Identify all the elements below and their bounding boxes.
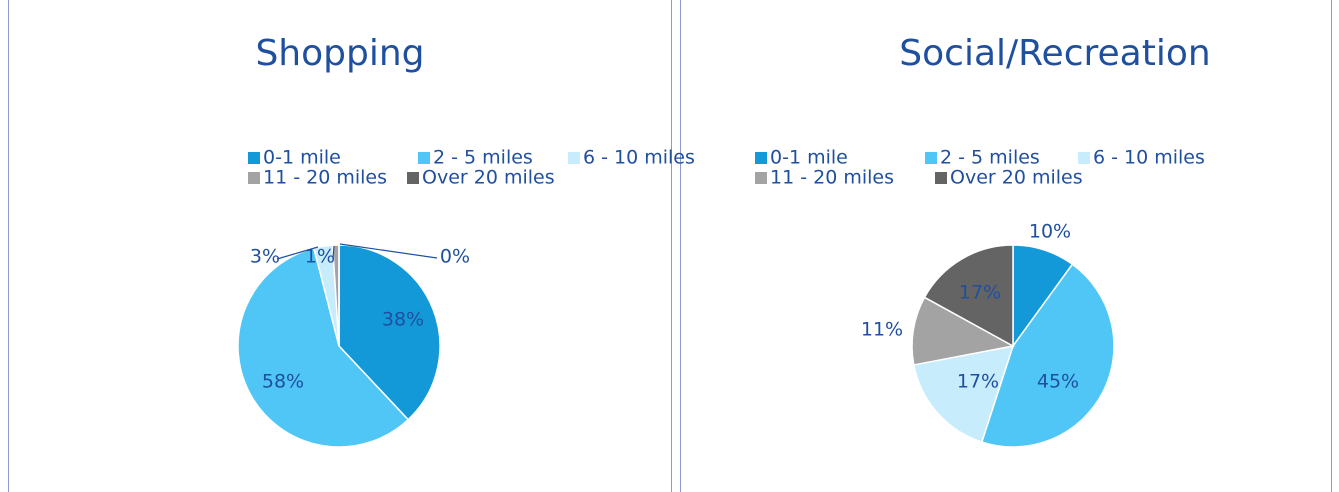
- legend-label: 11 - 20 miles: [770, 167, 894, 189]
- data-label: 17%: [957, 371, 999, 393]
- legend-swatch: [568, 152, 580, 164]
- chart-title: Shopping: [255, 33, 424, 74]
- legend-label: 6 - 10 miles: [1093, 147, 1205, 169]
- pie-slice: [923, 244, 1014, 348]
- data-label: 58%: [262, 371, 304, 393]
- pie-slice: [911, 296, 1016, 366]
- data-label: 0%: [440, 246, 470, 268]
- data-label: 38%: [382, 309, 424, 331]
- pie-slice: [338, 244, 441, 421]
- legend-swatch: [925, 152, 937, 164]
- legend-label: 0-1 mile: [263, 147, 341, 169]
- data-label: 1%: [305, 246, 335, 268]
- pie-slice: [912, 345, 1015, 444]
- legend-label: Over 20 miles: [422, 167, 555, 189]
- legend-swatch: [755, 172, 767, 184]
- legend-swatch: [248, 172, 260, 184]
- data-label: 45%: [1037, 371, 1079, 393]
- legend-label: 11 - 20 miles: [263, 167, 387, 189]
- legend-label: 2 - 5 miles: [433, 147, 533, 169]
- leader-line: [339, 243, 438, 259]
- legend-swatch: [248, 152, 260, 164]
- legend-swatch: [935, 172, 947, 184]
- data-label: 3%: [250, 246, 280, 268]
- legend-label: Over 20 miles: [950, 167, 1083, 189]
- legend-swatch: [418, 152, 430, 164]
- legend-label: 0-1 mile: [770, 147, 848, 169]
- legend-swatch: [407, 172, 419, 184]
- pie-slice: [980, 263, 1115, 448]
- panel: [680, 0, 1332, 492]
- data-label: 11%: [861, 319, 903, 341]
- leader-line: [332, 245, 335, 260]
- chart-title: Social/Recreation: [899, 33, 1210, 74]
- pie-slice: [237, 247, 410, 448]
- leader-line: [276, 246, 319, 260]
- legend-label: 2 - 5 miles: [940, 147, 1040, 169]
- data-label: 17%: [959, 282, 1001, 304]
- legend-swatch: [1078, 152, 1090, 164]
- panel: [8, 0, 672, 492]
- legend-swatch: [755, 152, 767, 164]
- legend-label: 6 - 10 miles: [583, 147, 695, 169]
- data-label: 10%: [1029, 221, 1071, 243]
